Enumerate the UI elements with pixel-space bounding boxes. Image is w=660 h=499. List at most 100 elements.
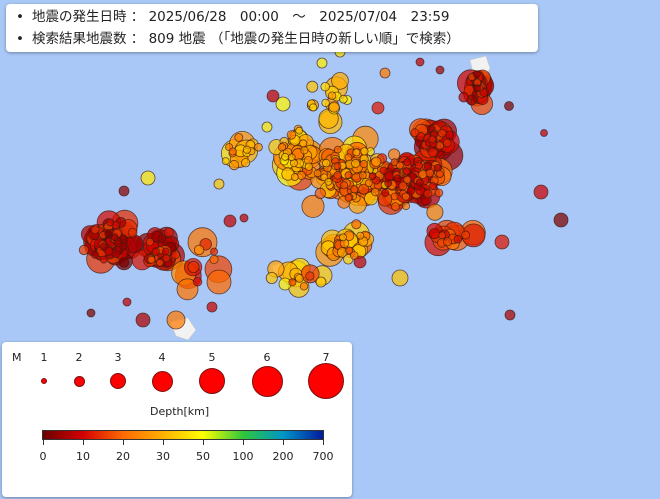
- earthquake-marker[interactable]: [314, 187, 326, 199]
- earthquake-marker[interactable]: [371, 156, 382, 167]
- earthquake-marker[interactable]: [106, 218, 114, 227]
- earthquake-marker[interactable]: [504, 101, 514, 111]
- earthquake-marker[interactable]: [331, 72, 349, 90]
- earthquake-marker[interactable]: [328, 101, 340, 113]
- earthquake-marker[interactable]: [281, 152, 290, 161]
- earthquake-marker[interactable]: [453, 234, 463, 244]
- earthquake-marker[interactable]: [304, 162, 313, 171]
- earthquake-marker[interactable]: [423, 162, 433, 171]
- earthquake-marker[interactable]: [295, 126, 304, 135]
- earthquake-marker[interactable]: [265, 271, 278, 284]
- earthquake-marker[interactable]: [78, 244, 90, 256]
- earthquake-marker[interactable]: [155, 258, 164, 267]
- earthquake-marker[interactable]: [266, 89, 280, 103]
- earthquake-marker[interactable]: [379, 166, 388, 175]
- earthquake-marker[interactable]: [339, 233, 347, 242]
- earthquake-marker[interactable]: [122, 297, 132, 307]
- earthquake-marker[interactable]: [286, 130, 297, 140]
- earthquake-marker[interactable]: [254, 142, 263, 152]
- earthquake-marker[interactable]: [171, 250, 181, 260]
- earthquake-marker[interactable]: [239, 213, 249, 223]
- earthquake-marker[interactable]: [241, 158, 251, 168]
- earthquake-marker[interactable]: [275, 96, 291, 112]
- earthquake-marker[interactable]: [145, 237, 154, 246]
- earthquake-marker[interactable]: [193, 244, 205, 256]
- earthquake-marker[interactable]: [350, 185, 359, 194]
- earthquake-marker[interactable]: [356, 231, 365, 240]
- earthquake-marker[interactable]: [461, 230, 471, 240]
- earthquake-marker[interactable]: [442, 237, 452, 247]
- earthquake-marker[interactable]: [458, 91, 470, 103]
- earthquake-marker[interactable]: [401, 202, 410, 211]
- earthquake-marker[interactable]: [333, 145, 342, 154]
- earthquake-marker[interactable]: [305, 271, 315, 281]
- earthquake-marker[interactable]: [324, 177, 333, 186]
- earthquake-marker[interactable]: [533, 184, 549, 200]
- earthquake-marker[interactable]: [494, 234, 510, 250]
- earthquake-marker[interactable]: [428, 135, 437, 144]
- earthquake-marker[interactable]: [234, 133, 244, 142]
- earthquake-marker[interactable]: [391, 269, 409, 287]
- earthquake-marker[interactable]: [415, 178, 424, 187]
- earthquake-marker[interactable]: [345, 246, 354, 255]
- earthquake-marker[interactable]: [358, 183, 370, 195]
- earthquake-marker[interactable]: [206, 301, 218, 313]
- earthquake-marker[interactable]: [339, 94, 348, 104]
- earthquake-marker[interactable]: [368, 172, 377, 181]
- earthquake-marker[interactable]: [147, 255, 156, 264]
- earthquake-marker[interactable]: [401, 192, 410, 201]
- earthquake-marker[interactable]: [403, 175, 412, 184]
- earthquake-marker[interactable]: [104, 246, 114, 256]
- earthquake-marker[interactable]: [381, 188, 390, 197]
- earthquake-marker[interactable]: [540, 129, 548, 137]
- earthquake-marker[interactable]: [315, 276, 327, 288]
- earthquake-marker[interactable]: [445, 130, 455, 140]
- earthquake-marker[interactable]: [384, 179, 393, 188]
- earthquake-marker[interactable]: [344, 153, 353, 162]
- earthquake-marker[interactable]: [300, 146, 309, 155]
- earthquake-marker[interactable]: [333, 171, 342, 180]
- earthquake-marker[interactable]: [437, 128, 447, 138]
- earthquake-marker[interactable]: [321, 98, 330, 108]
- earthquake-marker[interactable]: [429, 182, 437, 191]
- earthquake-marker[interactable]: [176, 278, 199, 301]
- earthquake-marker[interactable]: [288, 278, 297, 287]
- earthquake-marker[interactable]: [299, 139, 308, 148]
- earthquake-marker[interactable]: [442, 138, 452, 148]
- earthquake-marker[interactable]: [473, 84, 481, 93]
- earthquake-marker[interactable]: [371, 187, 380, 197]
- earthquake-marker[interactable]: [242, 145, 251, 154]
- earthquake-marker[interactable]: [187, 260, 200, 273]
- earthquake-marker[interactable]: [157, 234, 167, 244]
- earthquake-marker[interactable]: [435, 141, 444, 150]
- earthquake-marker[interactable]: [472, 70, 481, 79]
- earthquake-marker[interactable]: [349, 251, 359, 260]
- earthquake-marker[interactable]: [344, 193, 353, 202]
- earthquake-marker[interactable]: [340, 181, 349, 190]
- earthquake-marker[interactable]: [333, 162, 342, 171]
- earthquake-marker[interactable]: [210, 247, 219, 256]
- earthquake-marker[interactable]: [287, 153, 296, 162]
- earthquake-marker[interactable]: [364, 179, 373, 188]
- earthquake-marker[interactable]: [99, 255, 108, 264]
- earthquake-marker[interactable]: [110, 233, 119, 242]
- earthquake-marker[interactable]: [352, 148, 361, 157]
- earthquake-marker[interactable]: [162, 254, 171, 263]
- earthquake-marker[interactable]: [391, 202, 400, 212]
- earthquake-marker[interactable]: [322, 158, 331, 168]
- earthquake-marker[interactable]: [351, 158, 361, 168]
- earthquake-marker[interactable]: [410, 128, 420, 138]
- earthquake-marker[interactable]: [296, 170, 306, 180]
- earthquake-marker[interactable]: [435, 170, 444, 178]
- earthquake-marker[interactable]: [221, 157, 230, 166]
- earthquake-marker[interactable]: [353, 255, 367, 269]
- earthquake-marker[interactable]: [327, 91, 337, 100]
- earthquake-marker[interactable]: [209, 254, 219, 264]
- earthquake-marker[interactable]: [86, 308, 96, 318]
- earthquake-marker[interactable]: [161, 247, 170, 256]
- earthquake-marker[interactable]: [428, 228, 440, 240]
- earthquake-marker[interactable]: [438, 231, 447, 240]
- earthquake-marker[interactable]: [415, 57, 425, 67]
- earthquake-marker[interactable]: [344, 171, 353, 180]
- earthquake-marker[interactable]: [379, 67, 391, 79]
